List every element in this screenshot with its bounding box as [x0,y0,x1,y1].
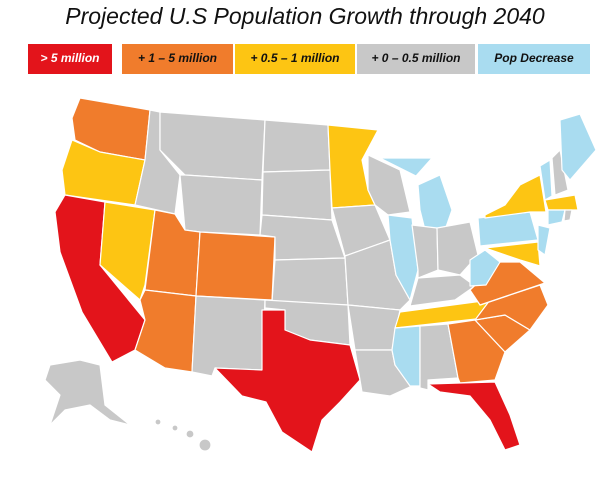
state [347,304,401,351]
state [436,221,479,276]
island [198,438,212,452]
state [134,289,197,373]
state [551,149,569,196]
state [469,249,501,287]
state [44,359,131,426]
state [409,274,476,307]
state [537,224,551,256]
state [261,169,333,221]
state [417,174,453,231]
state [544,194,579,211]
state [379,157,433,177]
state [214,309,361,453]
state [262,119,331,173]
legend-swatch [357,44,475,74]
legend-swatch [235,44,355,74]
legend: > 5 million + 1 – 5 million + 0.5 – 1 mill… [28,44,590,74]
state [484,174,547,219]
us-map [44,97,597,453]
legend-swatch [28,44,112,74]
legend-label: > 5 million [40,51,99,65]
legend-swatch [478,44,590,74]
state [559,113,597,181]
state [474,284,549,331]
state [179,174,263,236]
state [484,241,541,267]
island [154,418,162,426]
state [563,209,573,222]
state [195,231,276,301]
state [387,214,419,301]
title: Projected U.S Population Growth through … [65,3,545,29]
island [171,424,179,432]
state [539,159,553,201]
state [191,295,266,377]
state [411,224,439,279]
island [185,429,195,439]
state [547,209,566,226]
legend-label: Pop Decrease [494,51,574,65]
legend-label: + 0.5 – 1 million [250,51,339,65]
state [427,381,521,451]
legend-label: + 1 – 5 million [138,51,217,65]
legend-swatch [122,44,233,74]
legend-label: + 0 – 0.5 million [371,51,460,65]
state [271,257,349,306]
state [99,201,156,301]
